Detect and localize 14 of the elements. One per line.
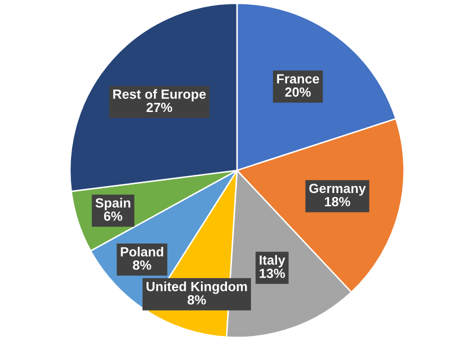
slice-label: Rest of Europe bbox=[113, 89, 206, 102]
data-label: 13% bbox=[260, 268, 285, 278]
data-label: 6% bbox=[104, 211, 122, 221]
data-label: 8% bbox=[132, 260, 152, 270]
data-label: 27% bbox=[146, 102, 172, 112]
slice-label: Poland bbox=[120, 246, 164, 257]
slice-label: United Kingdom bbox=[146, 282, 247, 294]
slice-label: Germany bbox=[309, 184, 366, 196]
slice-label: Italy bbox=[260, 255, 286, 268]
data-label: 8% bbox=[188, 295, 206, 305]
slice-label: France bbox=[277, 74, 320, 84]
slice-label: Spain bbox=[95, 198, 130, 210]
data-label: 20% bbox=[285, 87, 311, 97]
data-label: 18% bbox=[324, 196, 350, 206]
